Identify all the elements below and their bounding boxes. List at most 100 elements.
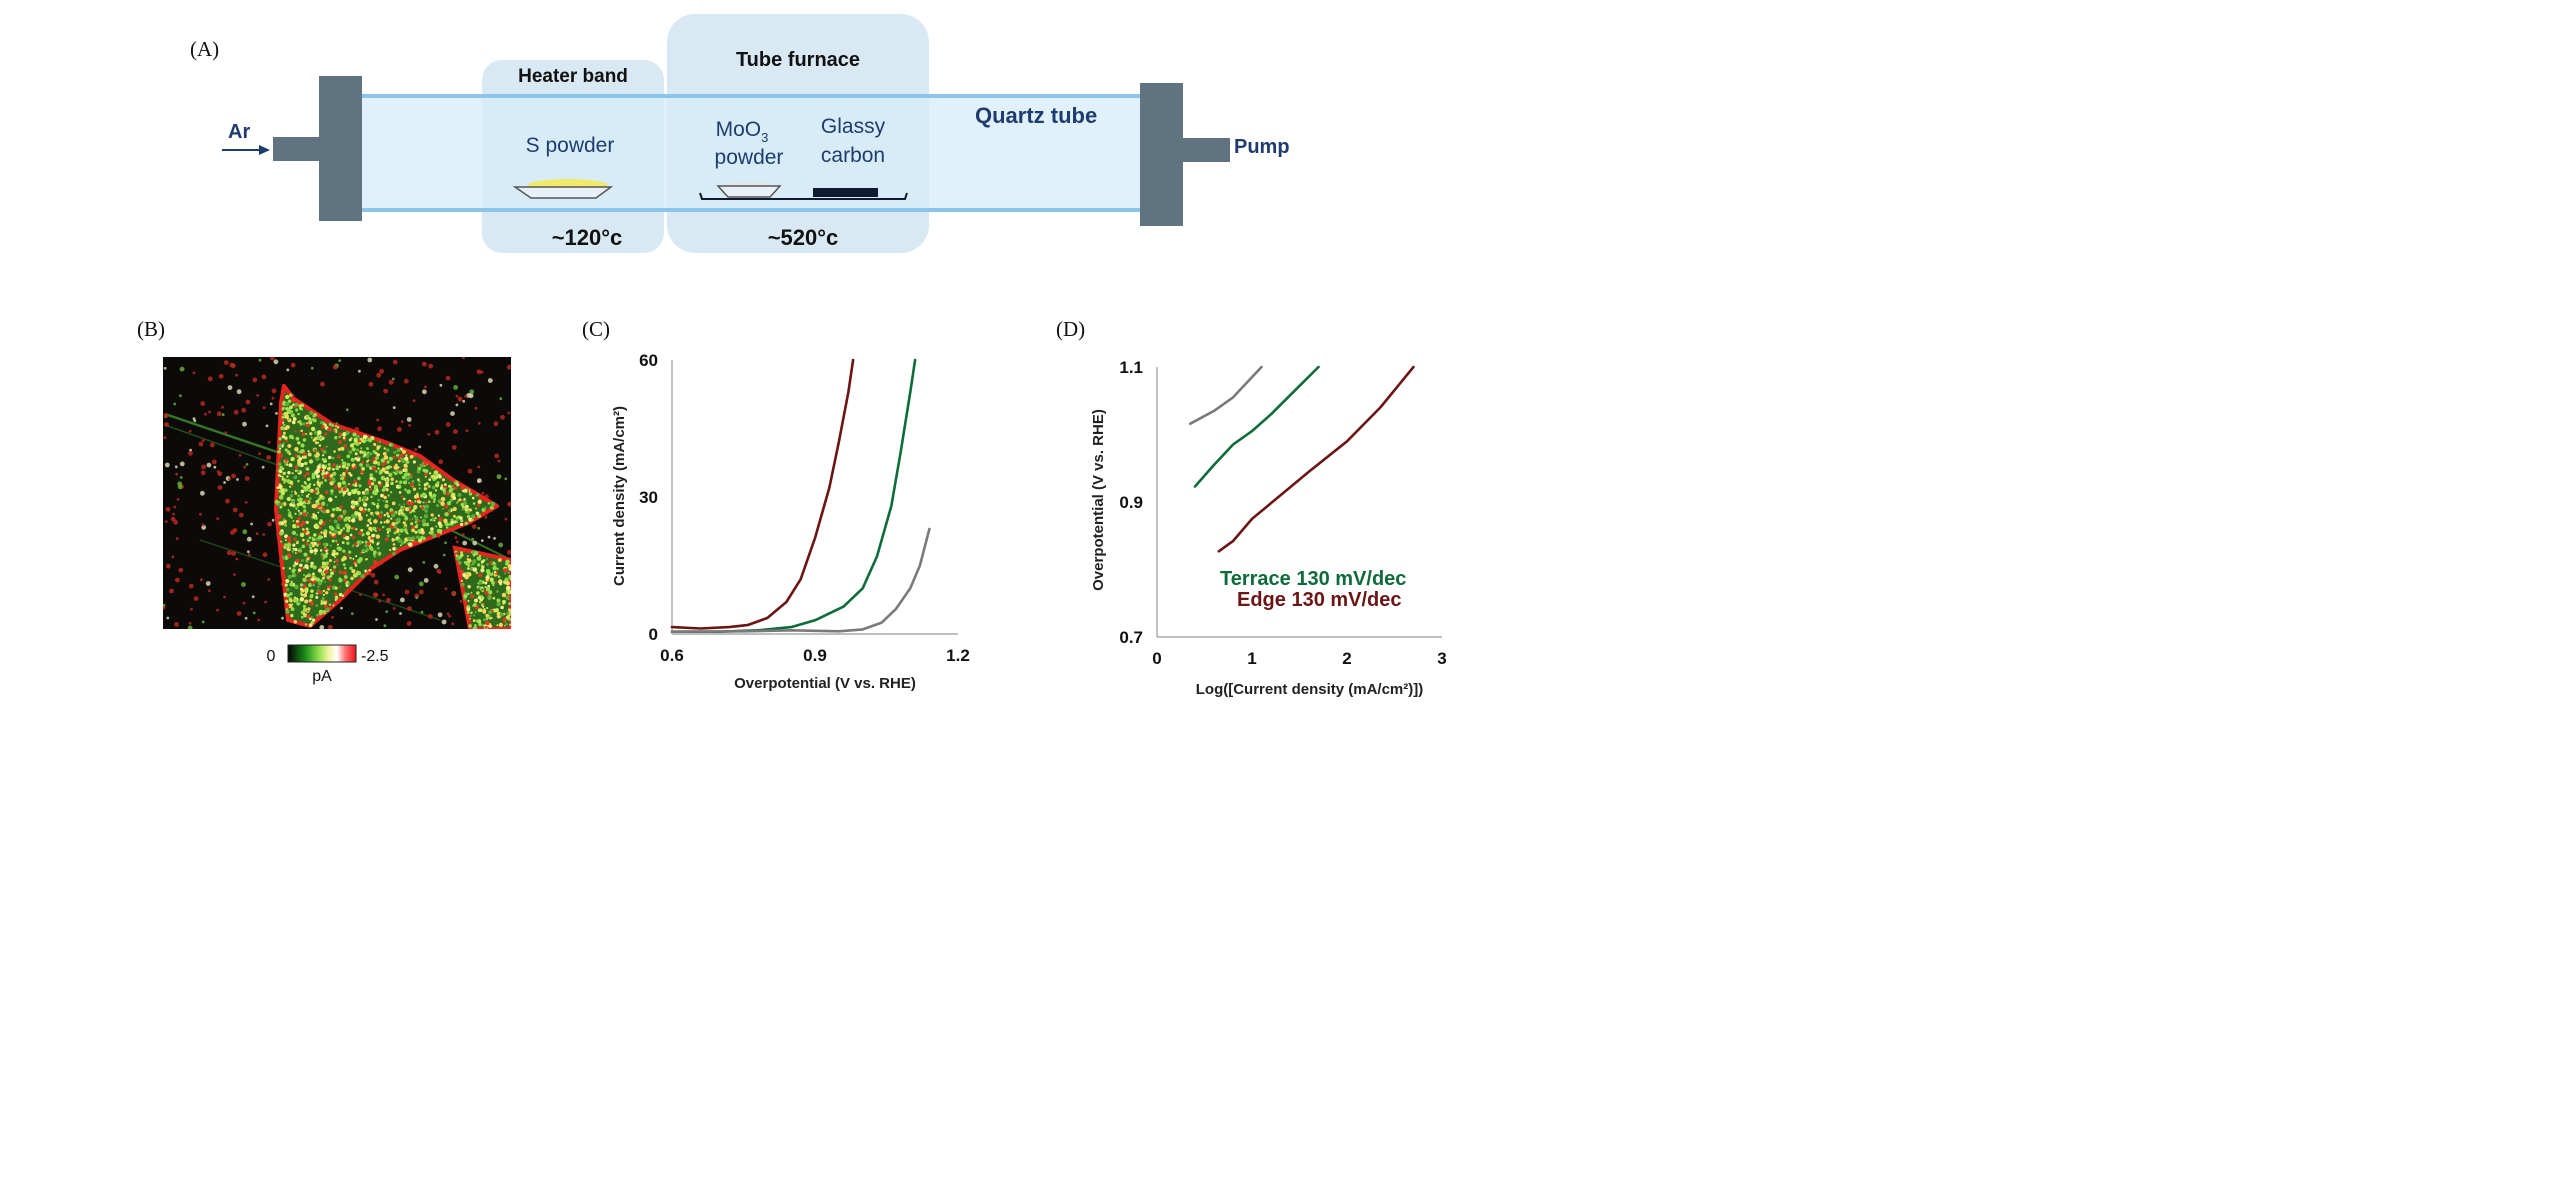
speckle-dot bbox=[295, 522, 300, 527]
speckle-dot bbox=[407, 501, 412, 506]
speckle-dot bbox=[471, 524, 477, 529]
speckle-dot bbox=[320, 481, 324, 485]
speckle-dot bbox=[284, 524, 287, 527]
speckle-dot bbox=[436, 481, 440, 485]
speckle-dot bbox=[367, 481, 373, 486]
speckle-dot bbox=[484, 515, 488, 519]
speckle-dot bbox=[297, 600, 301, 604]
speckle-dot bbox=[241, 582, 246, 587]
speckle-dot bbox=[405, 454, 408, 457]
speckle-dot bbox=[350, 457, 355, 462]
speckle-dot bbox=[221, 405, 225, 409]
speckle-dot bbox=[350, 612, 354, 615]
speckle-dot bbox=[419, 536, 424, 540]
speckle-dot bbox=[477, 465, 481, 469]
speckle-dot bbox=[399, 513, 402, 516]
speckle-dot bbox=[281, 543, 285, 547]
speckle-dot bbox=[418, 589, 424, 595]
speckle-dot bbox=[428, 491, 433, 496]
speckle-dot bbox=[315, 468, 320, 474]
speckle-dot bbox=[231, 473, 237, 479]
speckle-dot bbox=[433, 472, 437, 477]
speckle-dot bbox=[507, 564, 511, 569]
speckle-dot bbox=[373, 491, 378, 496]
speckle-dot bbox=[310, 436, 313, 439]
speckle-dot bbox=[325, 445, 328, 448]
speckle-dot bbox=[300, 567, 304, 571]
speckle-dot bbox=[337, 516, 342, 521]
speckle-dot bbox=[408, 423, 411, 427]
speckle-dot bbox=[286, 587, 290, 592]
speckle-dot bbox=[469, 567, 473, 571]
speckle-dot bbox=[313, 454, 317, 457]
speckle-dot bbox=[377, 462, 381, 466]
speckle-dot bbox=[173, 402, 177, 406]
speckle-dot bbox=[163, 603, 166, 607]
speckle-dot bbox=[400, 453, 404, 458]
speckle-dot bbox=[294, 469, 298, 472]
speckle-dot bbox=[314, 430, 317, 433]
speckle-dot bbox=[327, 455, 332, 460]
speckle-dot bbox=[348, 516, 351, 520]
speckle-dot bbox=[342, 491, 347, 495]
speckle-dot bbox=[321, 609, 327, 615]
speckle-dot bbox=[484, 625, 488, 629]
speckle-dot bbox=[336, 426, 340, 429]
speckle-dot bbox=[354, 564, 358, 567]
speckle-dot bbox=[348, 550, 352, 554]
speckle-dot bbox=[481, 569, 484, 572]
speckle-dot bbox=[336, 563, 339, 566]
speckle-dot bbox=[476, 591, 480, 595]
speckle-dot bbox=[338, 586, 341, 589]
speckle-dot bbox=[395, 469, 400, 474]
speckle-dot bbox=[467, 585, 471, 589]
series-line-1 bbox=[1189, 365, 1263, 425]
speckle-dot bbox=[400, 597, 405, 603]
speckle-dot bbox=[358, 506, 364, 512]
speckle-dot bbox=[484, 581, 488, 585]
speckle-dot bbox=[495, 580, 498, 583]
speckle-dot bbox=[430, 475, 435, 479]
speckle-dot bbox=[477, 586, 481, 590]
moo3-powder-label: powder bbox=[715, 146, 784, 169]
speckle-dot bbox=[341, 464, 346, 469]
speckle-dot bbox=[425, 522, 430, 527]
speckle-dot bbox=[471, 518, 474, 522]
speckle-dot bbox=[467, 558, 472, 563]
speckle-dot bbox=[290, 613, 294, 618]
speckle-dot bbox=[459, 516, 463, 520]
speckle-dot bbox=[398, 533, 401, 536]
speckle-dot bbox=[402, 521, 406, 525]
speckle-dot bbox=[458, 560, 462, 565]
speckle-dot bbox=[310, 561, 314, 566]
speckle-dot bbox=[331, 539, 335, 543]
sample-holder bbox=[699, 192, 908, 200]
speckle-dot bbox=[465, 429, 469, 432]
speckle-dot bbox=[171, 555, 175, 559]
speckle-dot bbox=[450, 487, 453, 491]
speckle-dot bbox=[456, 520, 459, 523]
speckle-dot bbox=[368, 438, 373, 443]
speckle-dot bbox=[477, 514, 482, 518]
speckle-dot bbox=[291, 472, 294, 475]
speckle-dot bbox=[401, 449, 407, 454]
speckle-dot bbox=[404, 515, 408, 519]
speckle-dot bbox=[385, 488, 389, 492]
speckle-dot bbox=[339, 463, 342, 466]
speckle-dot bbox=[434, 429, 440, 435]
speckle-dot bbox=[311, 504, 316, 509]
speckle-dot bbox=[505, 581, 510, 586]
speckle-dot bbox=[297, 412, 300, 416]
speckle-dot bbox=[376, 372, 382, 378]
speckle-dot bbox=[380, 493, 384, 498]
speckle-dot bbox=[169, 588, 174, 594]
speckle-dot bbox=[369, 487, 373, 491]
speckle-dot bbox=[164, 520, 168, 523]
speckle-dot bbox=[442, 553, 446, 557]
speckle-dot bbox=[174, 465, 178, 469]
speckle-dot bbox=[360, 574, 365, 579]
speckle-dot bbox=[292, 598, 298, 603]
speckle-dot bbox=[310, 616, 313, 619]
speckle-dot bbox=[466, 555, 469, 558]
speckle-dot bbox=[474, 551, 479, 556]
